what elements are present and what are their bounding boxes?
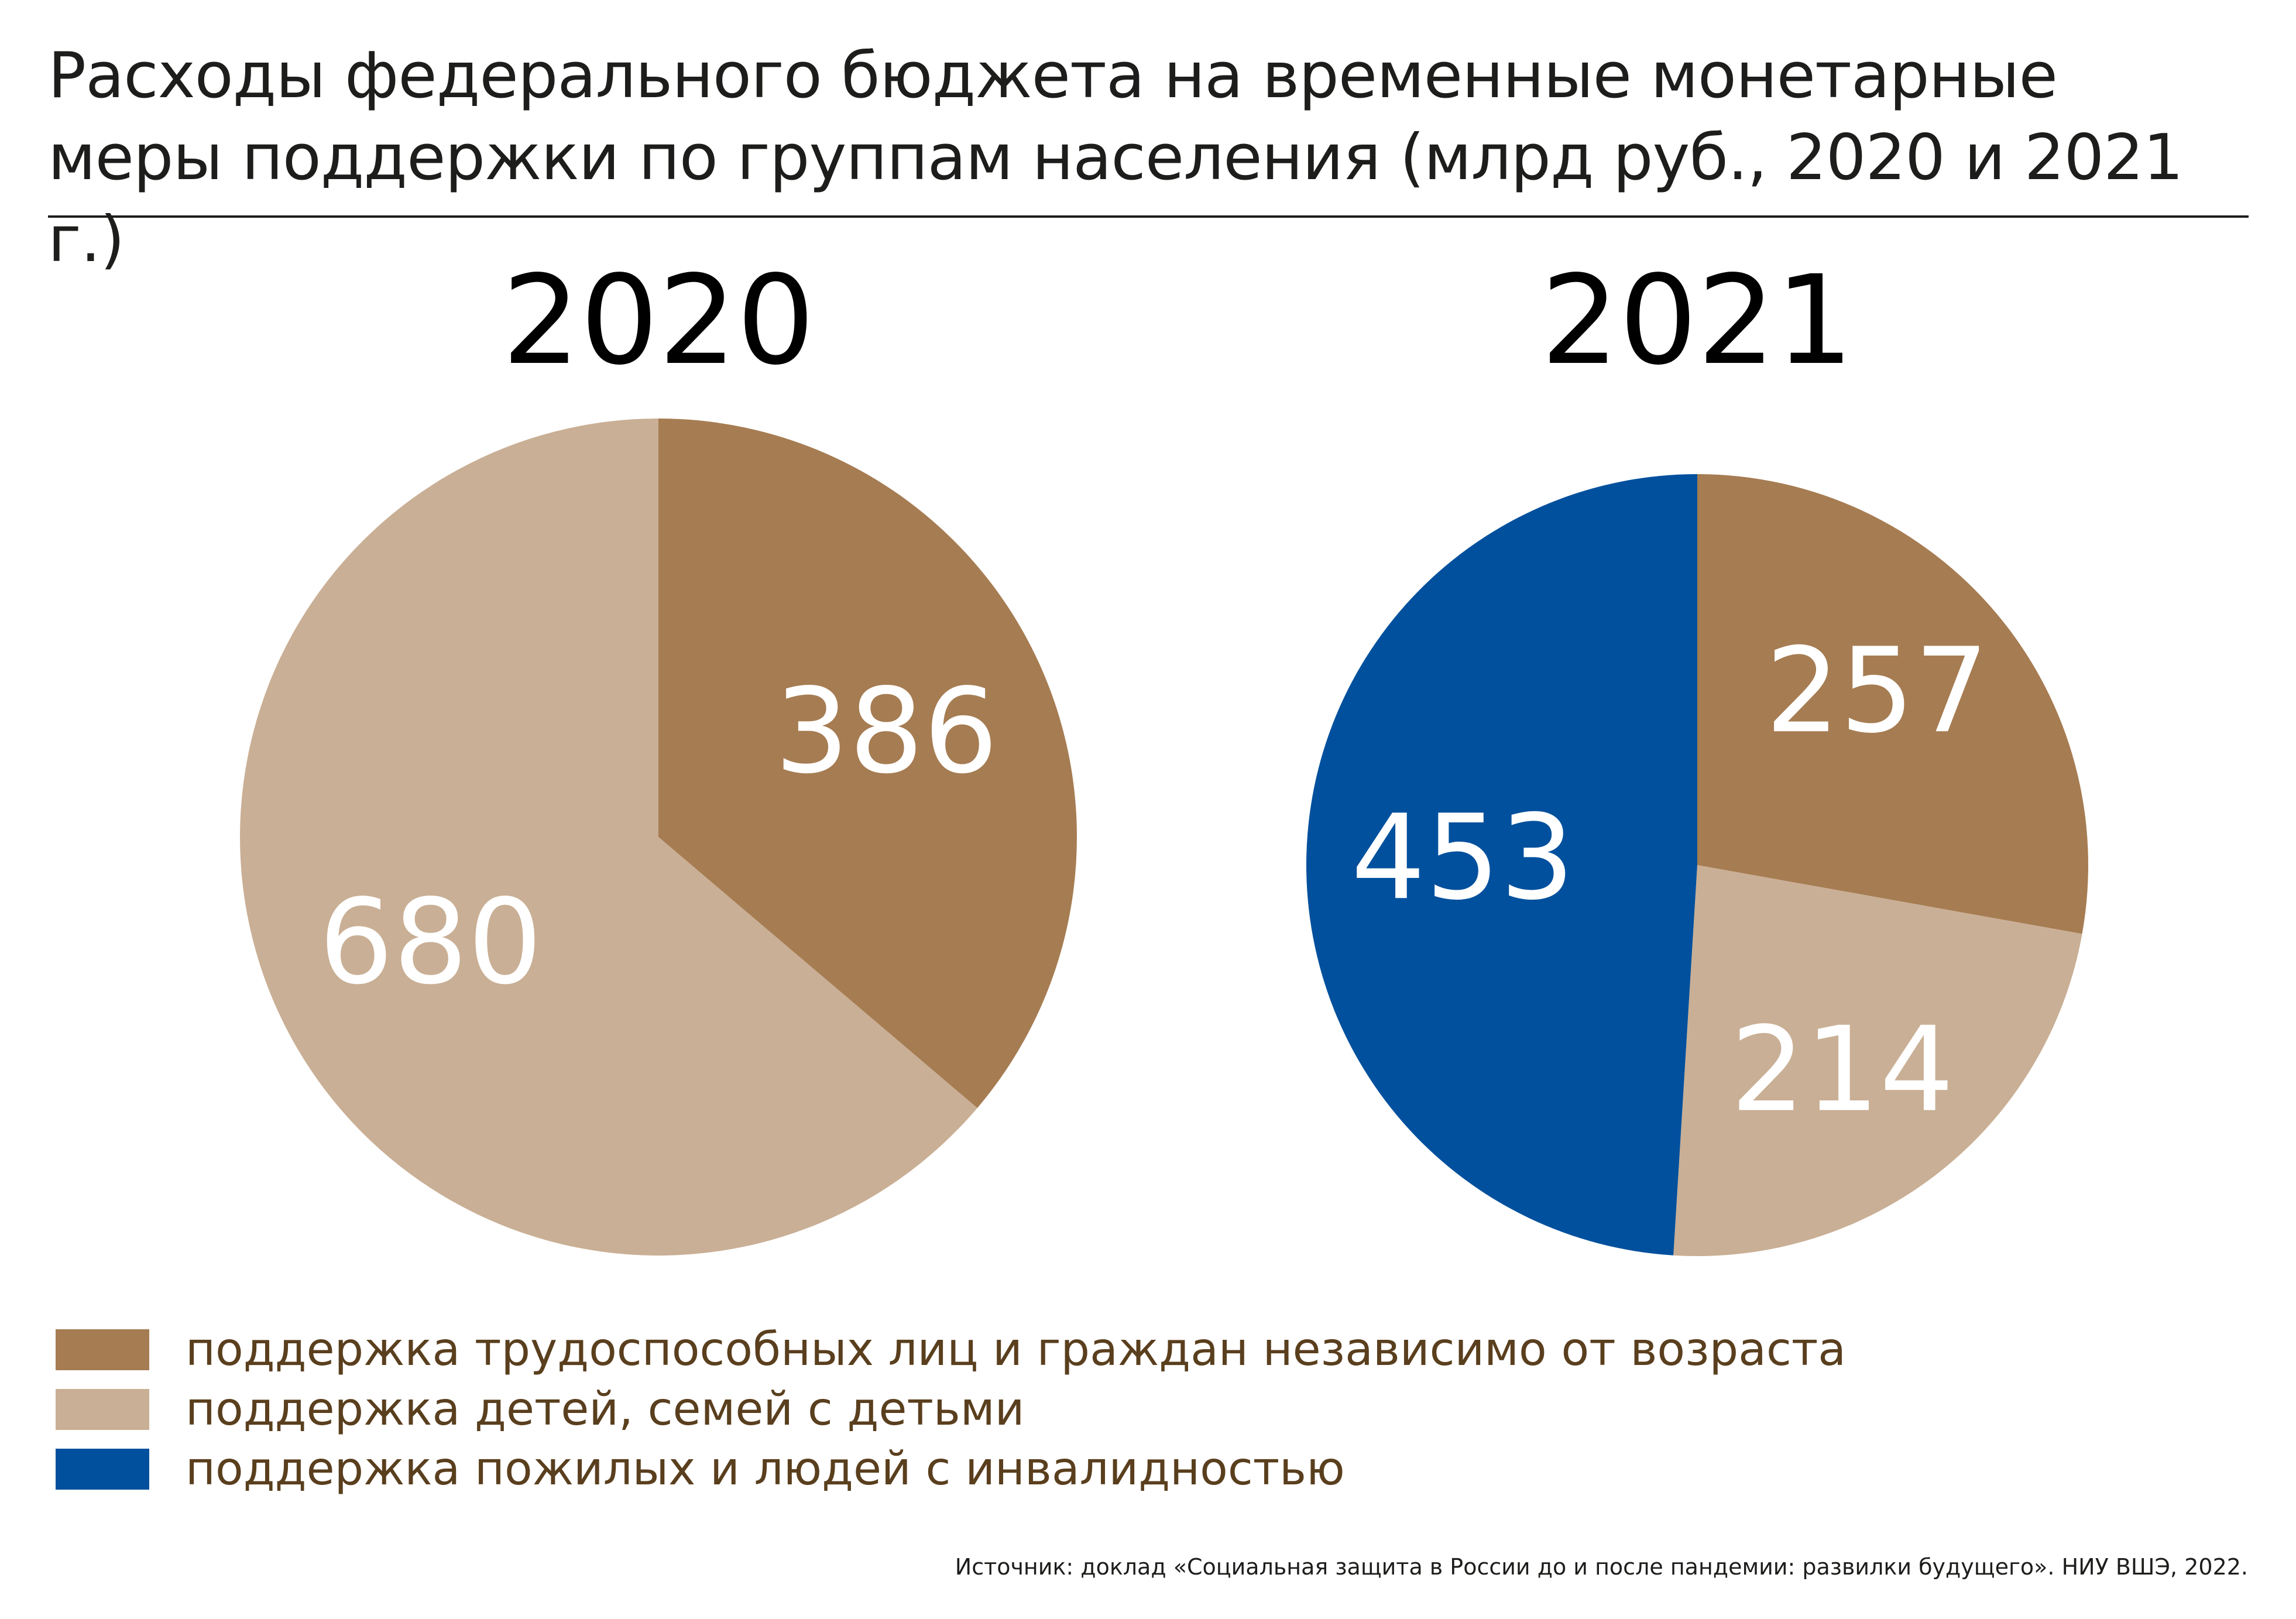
pie-2020-value-label-working-age: 386 xyxy=(774,663,998,800)
legend: поддержка трудоспособных лиц и граждан н… xyxy=(56,1320,1846,1499)
legend-label: поддержка трудоспособных лиц и граждан н… xyxy=(186,1323,1847,1376)
legend-swatch-families xyxy=(56,1389,149,1430)
pie-2021-value-label-families: 214 xyxy=(1731,1002,1954,1138)
pie-2020: 386 680 xyxy=(240,419,1077,1256)
legend-item-families: поддержка детей, семей с детьми xyxy=(56,1380,1846,1439)
source-note: Источник: доклад «Социальная защита в Ро… xyxy=(955,1554,2248,1580)
pie-2020-slice-working-age xyxy=(658,419,1077,1108)
legend-label: поддержка пожилых и людей с инвалидность… xyxy=(186,1443,1345,1495)
pie-2021-slice-working-age xyxy=(1697,474,2088,934)
legend-item-elderly: поддержка пожилых и людей с инвалидность… xyxy=(56,1439,1846,1499)
legend-item-working-age: поддержка трудоспособных лиц и граждан н… xyxy=(56,1320,1846,1380)
title-divider xyxy=(48,215,2249,218)
pie-2020-year-label: 2020 xyxy=(502,249,815,392)
pie-2021-slice-elderly xyxy=(1306,474,1697,1256)
pie-2020-slice-families xyxy=(240,419,977,1256)
pie-2021-year-label: 2021 xyxy=(1541,249,1854,392)
pie-2021-value-label-elderly: 453 xyxy=(1351,790,1575,926)
chart-title: Расходы федерального бюджета на временны… xyxy=(48,39,2184,276)
pie-2021-value-label-working-age: 257 xyxy=(1765,623,1989,759)
legend-swatch-elderly xyxy=(56,1449,149,1490)
pie-2021-slice-families xyxy=(1673,865,2082,1256)
legend-swatch-working-age xyxy=(56,1329,149,1370)
pie-2021: 257 214 453 xyxy=(1306,474,2088,1256)
legend-label: поддержка детей, семей с детьми xyxy=(186,1383,1025,1436)
pie-2020-value-label-families: 680 xyxy=(319,874,543,1011)
